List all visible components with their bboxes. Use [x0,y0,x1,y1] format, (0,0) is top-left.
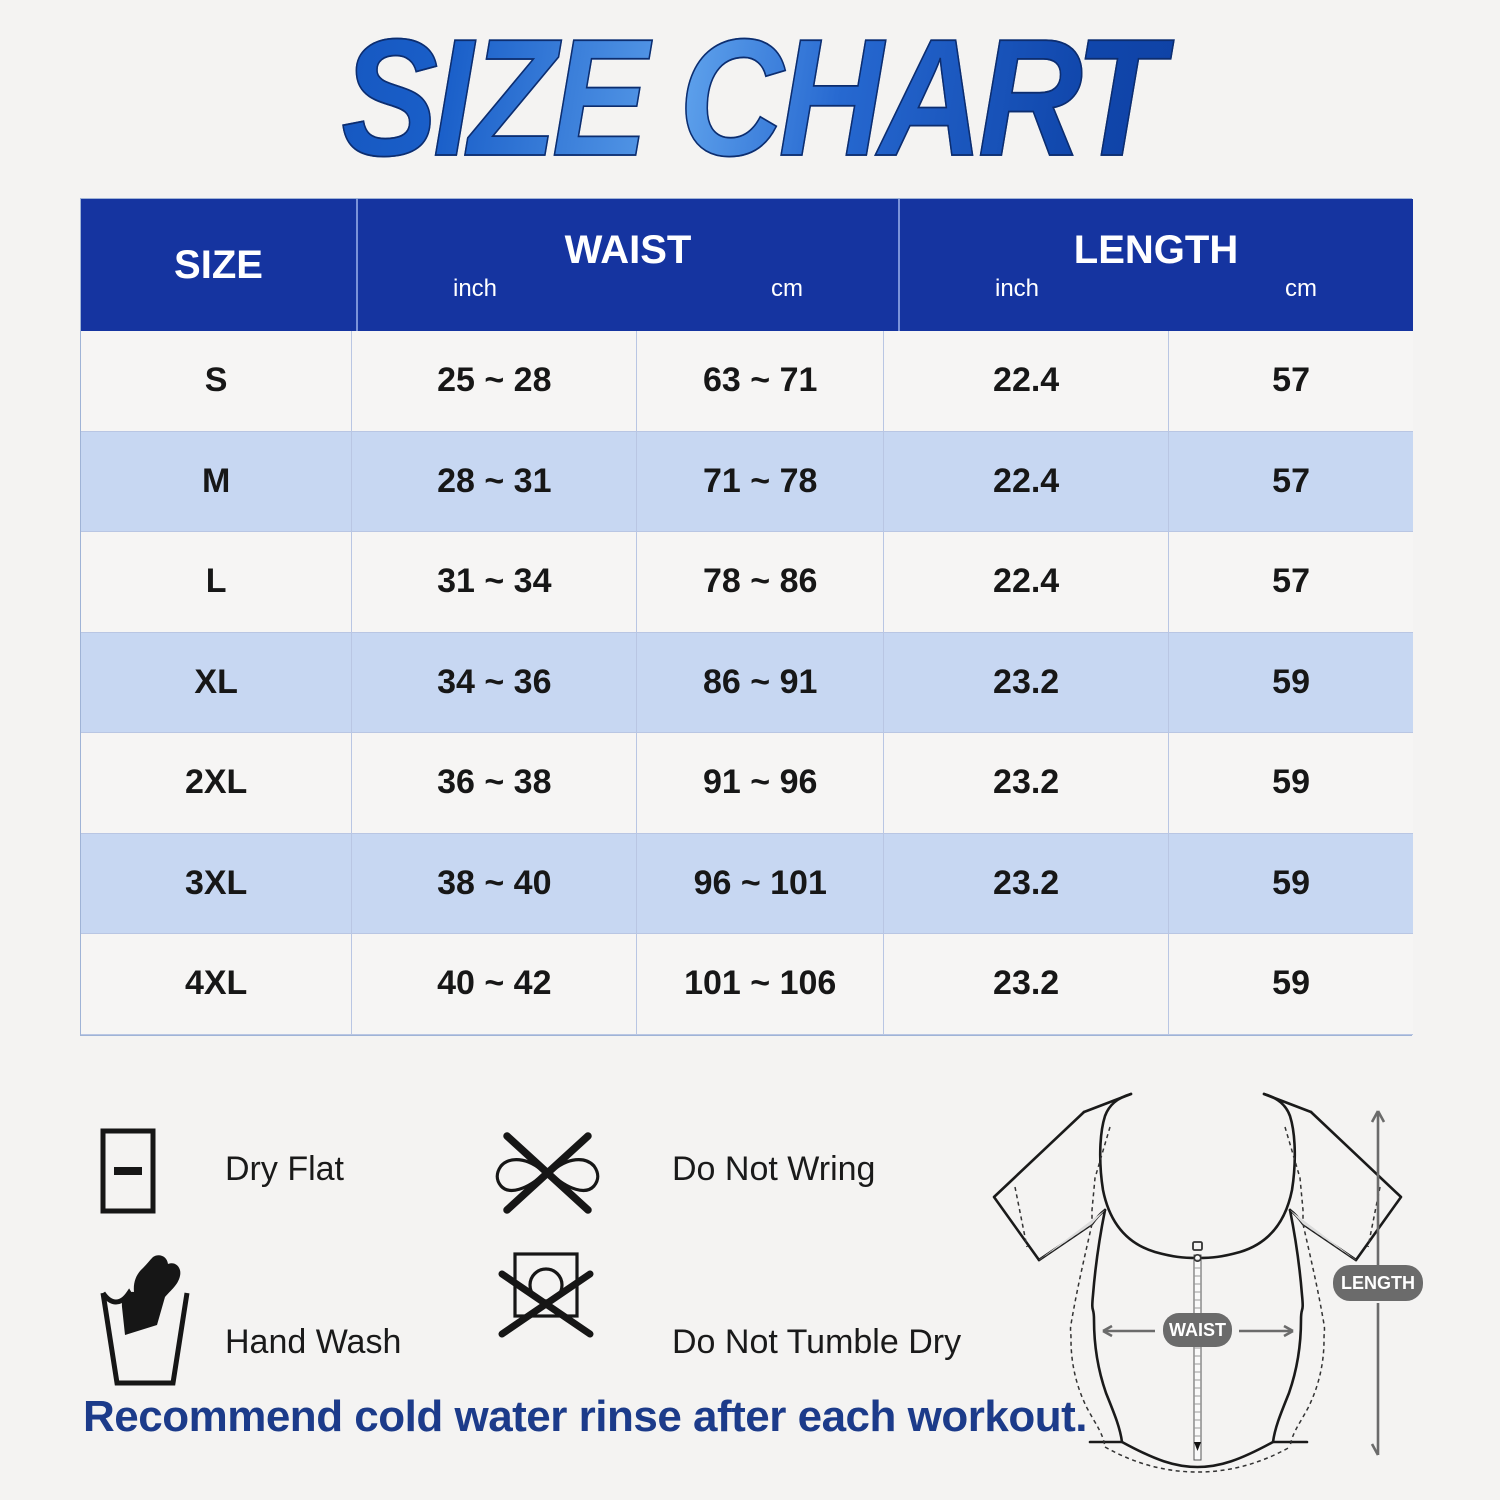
svg-text:LENGTH: LENGTH [1341,1273,1415,1293]
svg-text:WAIST: WAIST [1169,1320,1226,1340]
